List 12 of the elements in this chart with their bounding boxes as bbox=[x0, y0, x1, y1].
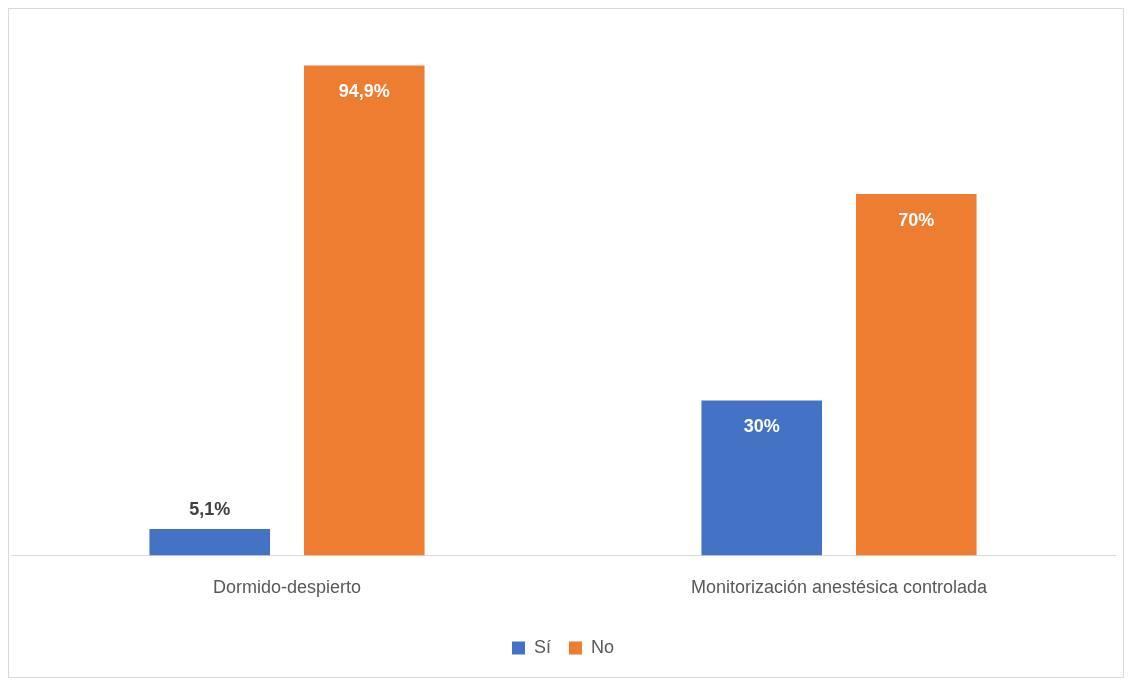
x-tick-label: Dormido-despierto bbox=[212, 577, 362, 598]
bar bbox=[149, 529, 270, 556]
bar bbox=[304, 65, 425, 556]
data-label: 5,1% bbox=[189, 499, 231, 520]
data-label: 30% bbox=[743, 416, 780, 437]
bar bbox=[701, 400, 822, 556]
legend-label: No bbox=[591, 636, 615, 657]
data-label: 70% bbox=[898, 209, 935, 230]
x-tick-label: Monitorización anestésica controlada bbox=[690, 577, 989, 598]
data-label: 94,9% bbox=[338, 81, 390, 102]
legend-label: Sí bbox=[533, 636, 552, 657]
bar bbox=[856, 194, 977, 556]
